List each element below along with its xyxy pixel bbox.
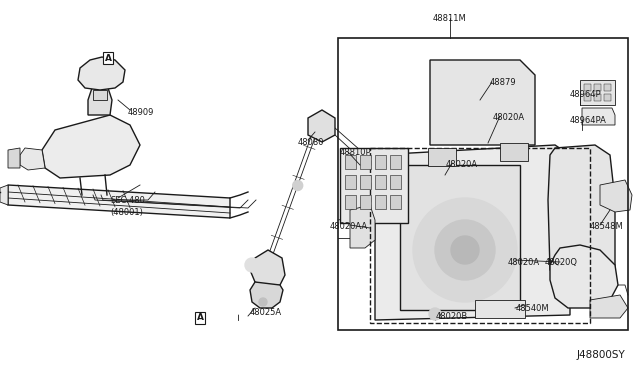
Bar	[400, 165, 520, 310]
Text: 48879: 48879	[490, 78, 516, 87]
Text: 48020A: 48020A	[493, 113, 525, 122]
Text: 48020A: 48020A	[446, 160, 478, 169]
Polygon shape	[375, 145, 570, 320]
Bar	[584, 94, 591, 101]
Bar	[360, 195, 371, 209]
Text: 48548M: 48548M	[590, 222, 624, 231]
Polygon shape	[250, 250, 285, 288]
Bar	[375, 175, 386, 189]
Polygon shape	[590, 295, 628, 318]
Bar	[340, 148, 408, 223]
Text: J48800SY: J48800SY	[576, 350, 625, 360]
Text: 48020A: 48020A	[508, 258, 540, 267]
Polygon shape	[8, 148, 20, 168]
Bar	[345, 175, 356, 189]
Polygon shape	[308, 110, 335, 142]
Text: SEC.480: SEC.480	[110, 196, 145, 205]
Circle shape	[451, 236, 479, 264]
Bar	[360, 155, 371, 169]
Text: 48080: 48080	[298, 138, 324, 147]
Text: 48964P: 48964P	[570, 90, 602, 99]
Polygon shape	[430, 60, 535, 145]
Text: (48001): (48001)	[110, 208, 143, 217]
Polygon shape	[550, 245, 618, 308]
Polygon shape	[20, 148, 45, 170]
Circle shape	[245, 258, 259, 272]
Bar	[338, 38, 628, 330]
Circle shape	[259, 298, 267, 306]
Text: 48020B: 48020B	[436, 312, 468, 321]
Polygon shape	[582, 108, 615, 125]
Text: 48025A: 48025A	[250, 308, 282, 317]
Bar	[370, 148, 590, 323]
Bar	[345, 155, 356, 169]
Text: A: A	[104, 54, 111, 62]
Bar	[584, 84, 591, 91]
Bar	[580, 80, 615, 105]
Bar	[594, 84, 601, 91]
Text: 48540M: 48540M	[516, 304, 550, 313]
Bar	[360, 175, 371, 189]
Circle shape	[292, 180, 303, 190]
Bar	[604, 84, 611, 91]
Bar	[375, 195, 386, 209]
Bar	[390, 155, 401, 169]
Polygon shape	[600, 180, 632, 212]
Polygon shape	[88, 80, 112, 115]
Bar	[390, 195, 401, 209]
Bar	[390, 175, 401, 189]
Circle shape	[429, 308, 441, 320]
Polygon shape	[548, 145, 615, 278]
Bar	[594, 94, 601, 101]
Bar	[375, 155, 386, 169]
Circle shape	[413, 198, 517, 302]
Text: 48811M: 48811M	[433, 14, 467, 23]
Polygon shape	[8, 185, 230, 218]
Text: 48810P: 48810P	[340, 148, 372, 157]
Polygon shape	[250, 282, 283, 308]
Bar	[500, 143, 528, 161]
Text: 48020AA: 48020AA	[330, 222, 368, 231]
Bar	[428, 148, 456, 166]
Text: 48020Q: 48020Q	[545, 258, 578, 267]
Polygon shape	[93, 90, 107, 100]
Bar	[345, 195, 356, 209]
Polygon shape	[78, 57, 125, 90]
Polygon shape	[350, 205, 375, 248]
Polygon shape	[42, 115, 140, 178]
Bar	[604, 94, 611, 101]
Text: A: A	[196, 314, 204, 323]
Bar	[475, 300, 525, 318]
Circle shape	[435, 220, 495, 280]
Text: 48909: 48909	[128, 108, 154, 117]
Polygon shape	[0, 185, 8, 205]
Circle shape	[234, 306, 242, 314]
Text: 48964PA: 48964PA	[570, 116, 607, 125]
